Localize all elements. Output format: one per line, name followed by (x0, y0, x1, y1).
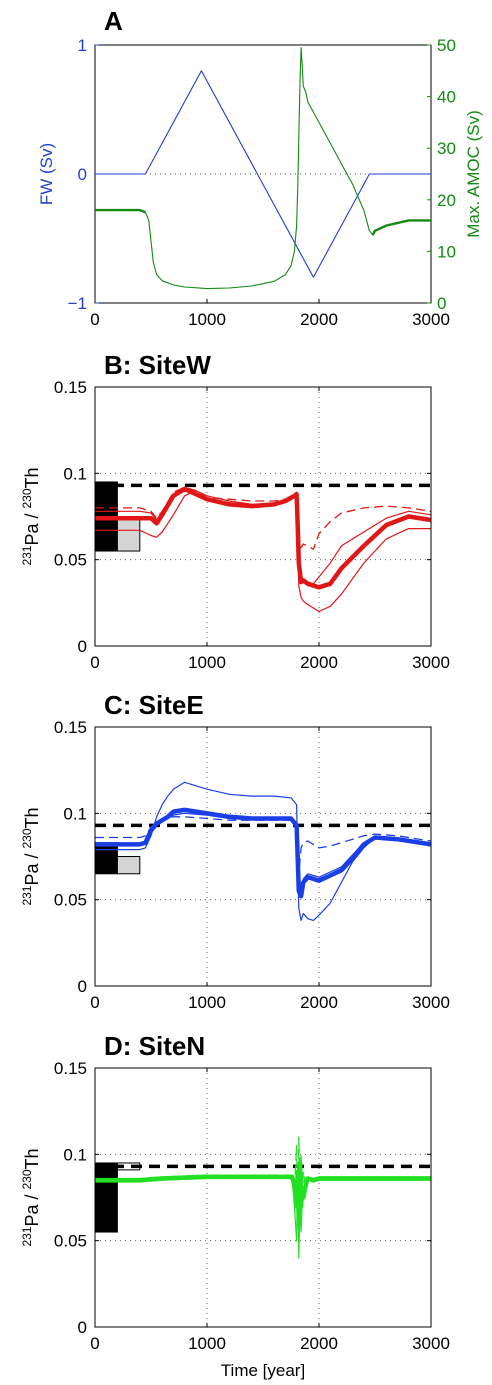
panel-b-frame (94, 386, 432, 647)
panel-b-y-label-isotope-number: 230 (20, 488, 34, 508)
panel-d-background (95, 1068, 431, 1327)
panel-c-y-tick-label: 0 (78, 977, 87, 996)
panel-c-obs-bar-1 (94, 842, 118, 875)
panel-a-series (95, 47, 431, 290)
panel-d-series-thin-4 (95, 1157, 431, 1204)
panel-b-title: B: SiteW (104, 350, 211, 380)
time-axis-label: Time [year] (221, 1361, 305, 1380)
panel-c-x-tick-label: 1000 (188, 993, 226, 1012)
panel-d-y-tick-label: 0.05 (54, 1232, 87, 1251)
panel-d-y-label-isotope-number: 230 (20, 1169, 34, 1189)
panel-d-x-tick-label: 2000 (300, 1334, 338, 1353)
panel-c-y-tick-label: 0.05 (54, 891, 87, 910)
panel-c-y-tick-label: 0.1 (63, 804, 87, 823)
panel-a-title: A (104, 6, 123, 36)
panel-a-right-tick-label: 20 (437, 191, 456, 210)
panel-b-y-tick-label: 0.1 (63, 464, 87, 483)
panel-c-y-tick-label: 0.15 (54, 718, 87, 737)
panel-d-obs-bar-1 (94, 1162, 118, 1233)
panel-c-x-tick-label: 0 (90, 993, 99, 1012)
panel-b-sitew: B: SiteW 0 1000 2000 3000 0 0.05 0.1 0.15 231Pa … (20, 350, 450, 672)
panel-c-background (95, 727, 431, 986)
panel-a-right-tick-label: 50 (437, 36, 456, 55)
panel-c-y-label-element: Pa / (22, 848, 42, 885)
panel-c-sitee: C: SiteE 0 1000 2000 3000 0 0.05 0.1 0.15 231Pa … (20, 690, 450, 1012)
panel-b-y-tick-label: 0 (78, 637, 87, 656)
panel-d-y-label-element: Pa / (22, 1189, 42, 1226)
panel-b-y-label-element: Pa / (22, 508, 42, 545)
panel-d-y-tick-label: 0.1 (63, 1145, 87, 1164)
panel-b-obs-bar-2 (116, 517, 141, 552)
panel-d-y-label-element: Th (22, 1148, 42, 1169)
panel-a-right-axis-label: Max. AMOC (Sv) (464, 110, 483, 238)
panel-d-y-tick-label: 0.15 (54, 1059, 87, 1078)
panel-d-title: D: SiteN (104, 1031, 205, 1061)
panel-a-x-tick-label: 0 (90, 310, 99, 329)
panel-c-y-label-isotope-number: 230 (20, 828, 34, 848)
panel-b-y-label-element: Th (22, 467, 42, 488)
panel-c-x-tick-label: 3000 (412, 993, 450, 1012)
panel-b-x-tick-label: 0 (90, 653, 99, 672)
panel-a-left-tick-label: 0 (78, 165, 87, 184)
panel-c-y-axis-label: 231Pa / 230Th (20, 807, 42, 905)
panel-c-series-dashed-2 (95, 816, 432, 875)
panel-b-y-tick-label: 0.05 (54, 551, 87, 570)
panel-b-x-tick-label: 3000 (412, 653, 450, 672)
panel-d-y-axis-label: 231Pa / 230Th (20, 1148, 42, 1246)
panel-a-x-tick-label: 3000 (412, 310, 450, 329)
panel-a-amoc-plateau-end (371, 219, 431, 236)
panel-c-obs-bar-2 (116, 856, 141, 875)
panel-d-series-dashed-2 (95, 1136, 431, 1216)
panel-c-x-tick-label: 2000 (300, 993, 338, 1012)
panel-c-y-label-element: Th (22, 807, 42, 828)
panel-b-x-tick-label: 1000 (188, 653, 226, 672)
panel-c-series-thin-3 (95, 781, 432, 922)
panel-c-frame (94, 726, 432, 987)
panel-a-amoc-plateau-start (95, 208, 146, 214)
panel-d-x-tick-label: 3000 (412, 1334, 450, 1353)
panel-b-series-thick-1 (95, 486, 432, 590)
panel-a-left-tick-label: −1 (68, 294, 87, 313)
panel-a-series-fw (95, 70, 431, 278)
panel-b-x-tick-label: 2000 (300, 653, 338, 672)
panel-a-right-tick-label: 10 (437, 242, 456, 261)
panel-d-siten: D: SiteN Time [year] 0 1000 2000 3000 0 0.05 0… (20, 1031, 450, 1380)
panel-a-x-tick-label: 1000 (188, 310, 226, 329)
panel-d-y-label-isotope-number: 231 (20, 1226, 34, 1246)
panel-d-x-tick-label: 1000 (188, 1334, 226, 1353)
panel-a-right-tick-label: 40 (437, 88, 456, 107)
panel-d-x-tick-label: 0 (90, 1334, 99, 1353)
panel-d-y-tick-label: 0 (78, 1318, 87, 1337)
panel-d-frame (94, 1067, 432, 1328)
panel-b-y-label-isotope-number: 231 (20, 545, 34, 565)
panel-a-x-tick-label: 2000 (300, 310, 338, 329)
panel-a-left-axis-label: FW (Sv) (37, 143, 56, 205)
panel-c-y-label-isotope-number: 231 (20, 885, 34, 905)
panel-a-right-tick-label: 0 (437, 294, 446, 313)
panel-a-series-amoc (95, 47, 431, 290)
panel-c-title: C: SiteE (104, 690, 204, 720)
panel-c-series-thin-4 (95, 812, 432, 892)
panel-a-right-tick-label: 30 (437, 139, 456, 158)
panel-b-y-tick-label: 0.15 (54, 378, 87, 397)
panel-b-y-axis-label: 231Pa / 230Th (20, 467, 42, 565)
panel-b-series-thin-4 (95, 488, 432, 585)
panel-d-series-thin-3 (95, 1177, 431, 1259)
panel-a-left-tick-label: 1 (78, 36, 87, 55)
